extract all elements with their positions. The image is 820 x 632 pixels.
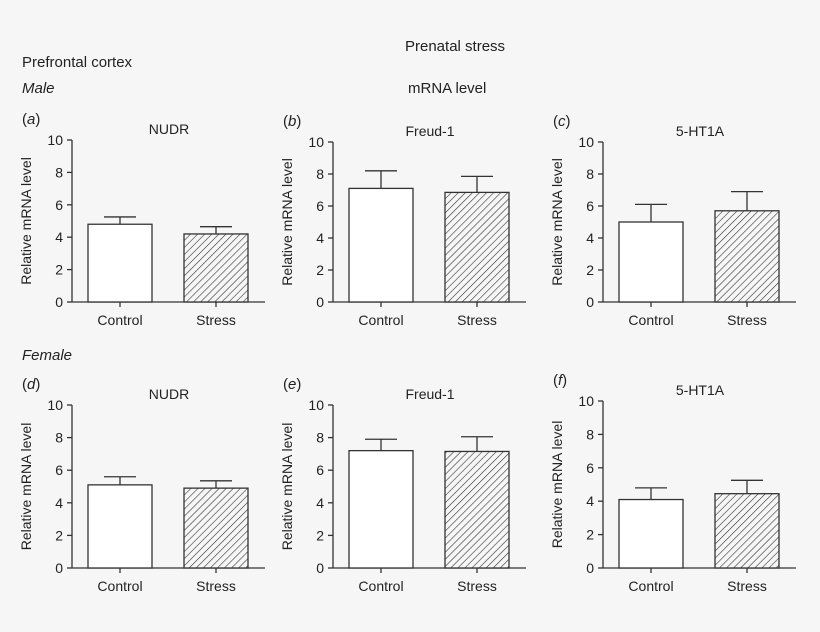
row-label-male: Male [22,80,55,97]
y-tick-label: 0 [55,294,63,310]
x-tick-label: Stress [196,312,236,328]
bar-stress [183,487,249,569]
y-tick-label: 0 [55,560,63,576]
y-tick-label: 4 [316,495,324,511]
x-tick-label: Control [628,578,673,594]
bar-stress [714,493,780,569]
y-tick-label: 2 [586,262,594,278]
x-tick-label: Stress [196,578,236,594]
panel-label: (a) [22,111,40,128]
y-axis-label: Relative mRNA level [279,423,295,551]
bar-stress [444,191,510,303]
panel-label: (d) [22,376,40,393]
x-tick-label: Control [358,578,403,594]
y-axis-label: Relative mRNA level [18,157,34,285]
y-tick-label: 10 [308,134,324,150]
y-tick-label: 2 [586,527,594,543]
y-tick-label: 8 [316,430,324,446]
y-tick-label: 2 [316,527,324,543]
bar-control [618,498,684,569]
row-label-female: Female [22,347,73,364]
y-tick-label: 4 [586,493,594,509]
y-tick-label: 0 [586,560,594,576]
y-tick-label: 8 [316,166,324,182]
y-tick-label: 0 [316,560,324,576]
x-tick-label: Control [628,312,673,328]
y-tick-label: 6 [586,198,594,214]
bar-stress [183,233,249,303]
bar-control [87,484,153,569]
y-tick-label: 8 [586,426,594,442]
y-tick-label: 0 [586,294,594,310]
y-tick-label: 8 [55,430,63,446]
y-tick-label: 4 [316,230,324,246]
x-tick-label: Control [97,578,142,594]
panel-title: NUDR [149,121,189,137]
x-tick-label: Stress [727,312,767,328]
bar-control [348,187,414,303]
panel-title: Freud-1 [405,123,454,139]
y-axis-label: Relative mRNA level [549,158,565,286]
y-tick-label: 10 [578,393,594,409]
y-tick-label: 2 [316,262,324,278]
panel-label: (c) [553,113,571,130]
bar-control [348,449,414,569]
bar-control [87,223,153,303]
y-tick-label: 10 [308,397,324,413]
y-tick-label: 6 [586,460,594,476]
y-axis-label: Relative mRNA level [18,423,34,551]
x-tick-label: Control [97,312,142,328]
figure-subtitle: mRNA level [408,80,487,97]
y-tick-label: 6 [316,198,324,214]
region-label: Prefrontal cortex [22,54,133,71]
y-tick-label: 10 [47,397,63,413]
panel-title: 5-HT1A [676,382,725,398]
y-tick-label: 4 [586,230,594,246]
x-tick-label: Control [358,312,403,328]
x-tick-label: Stress [457,312,497,328]
panel-title: 5-HT1A [676,123,725,139]
y-tick-label: 10 [47,132,63,148]
y-tick-label: 8 [55,164,63,180]
y-tick-label: 6 [316,462,324,478]
y-tick-label: 2 [55,527,63,543]
y-tick-label: 8 [586,166,594,182]
x-tick-label: Stress [727,578,767,594]
y-tick-label: 4 [55,495,63,511]
y-axis-label: Relative mRNA level [549,421,565,549]
bar-stress [444,450,510,569]
figure-title: Prenatal stress [405,38,506,55]
y-tick-label: 4 [55,229,63,245]
panel-label: (e) [283,376,301,393]
x-tick-label: Stress [457,578,497,594]
panel-label: (b) [283,113,301,130]
y-tick-label: 2 [55,262,63,278]
y-axis-label: Relative mRNA level [279,158,295,286]
panel-title: NUDR [149,386,189,402]
y-tick-label: 6 [55,462,63,478]
panel-label: (f) [553,372,567,389]
panel-title: Freud-1 [405,386,454,402]
y-tick-label: 10 [578,134,594,150]
bar-stress [714,210,780,303]
y-tick-label: 6 [55,197,63,213]
bar-control [618,221,684,303]
y-tick-label: 0 [316,294,324,310]
